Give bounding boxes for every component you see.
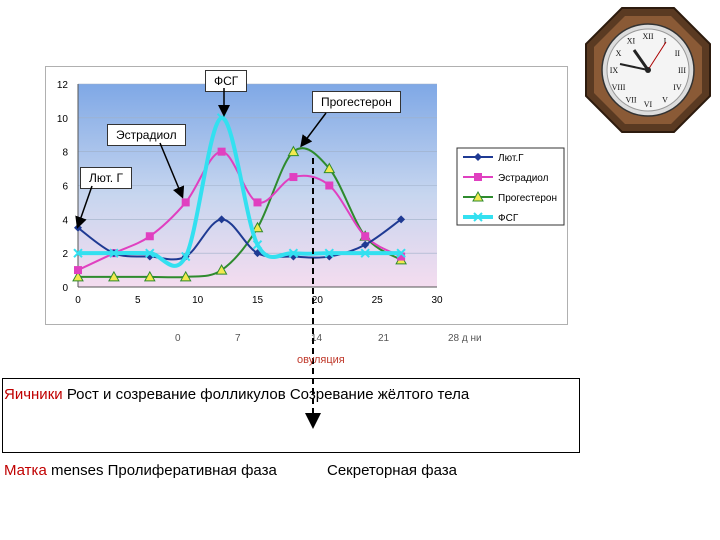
legend-box	[456, 147, 565, 226]
clock-numeral: VIII	[612, 83, 626, 92]
clock-numeral: X	[616, 49, 622, 58]
x-tick-label: 0	[75, 295, 81, 306]
day-tick-7: 7	[235, 333, 241, 344]
ovary-phases: Рост и созревание фолликулов Созревание …	[66, 386, 470, 403]
clock-hour-hand	[632, 49, 650, 71]
y-tick-label: 12	[57, 80, 69, 91]
arrow-lh	[75, 185, 93, 229]
clock-numeral: II	[675, 49, 681, 58]
day-tick-28: 28 д ни	[448, 333, 482, 344]
uterus-secretory-phase: Секреторная фаза	[327, 462, 457, 479]
arrow-progesterone	[300, 112, 327, 148]
data-point-square	[361, 232, 370, 241]
hormone-chart-svg: 0 2 4 6 8 10 12 0 5 10 15 20 25 30 Лют.Г Эстрадиол Прог…	[57, 80, 565, 306]
hormone-chart: 0 2 4 6 8 10 12 0 5 10 15 20 25 30 Лют.Г Эстрадиол Прог…	[45, 66, 568, 344]
uterus-row: Матка menses Пролиферативная фаза Секрет…	[4, 462, 457, 479]
legend-label: Прогестерон	[498, 193, 557, 204]
x-tick-label: 10	[192, 295, 204, 306]
data-point-square	[181, 198, 190, 207]
x-tick-label: 15	[252, 295, 264, 306]
data-point-diamond	[361, 240, 370, 249]
data-point-x	[109, 248, 119, 258]
clock-numeral: V	[662, 95, 668, 104]
x-tick-label: 30	[431, 295, 443, 306]
data-point-x	[288, 248, 299, 258]
data-point-square	[217, 147, 226, 156]
series-line-triangle	[78, 147, 402, 279]
data-point-triangle	[251, 221, 264, 233]
arrow-estradiol	[159, 142, 185, 199]
ovulation-label: овуляция	[297, 354, 345, 366]
clock-numeral: XII	[642, 32, 653, 41]
annotation-progesterone: Прогестерон	[312, 91, 401, 113]
data-point-diamond	[217, 215, 226, 224]
data-point-x	[180, 251, 191, 262]
uterus-label: Матка	[4, 462, 47, 479]
data-point-triangle	[108, 270, 120, 282]
ovary-label: Яичники	[4, 386, 63, 403]
legend-marker	[473, 212, 483, 222]
y-tick-label: 2	[62, 249, 68, 260]
data-point-square	[145, 232, 154, 241]
x-tick-label: 25	[372, 295, 384, 306]
data-point-x	[73, 248, 83, 258]
data-point-square	[253, 198, 262, 207]
data-point-triangle	[287, 145, 300, 157]
annotation-fsh: ФСГ	[205, 70, 248, 92]
data-point-x	[252, 240, 263, 250]
clock-numeral: VI	[644, 100, 653, 109]
data-point-triangle	[72, 270, 84, 282]
x-tick-label: 5	[135, 295, 141, 306]
clock-numeral: IV	[673, 83, 682, 92]
data-point-diamond	[397, 215, 406, 224]
y-tick-label: 10	[57, 114, 69, 125]
annotation-estradiol: Эстрадиол	[107, 124, 186, 146]
clock-numeral: IX	[610, 66, 619, 75]
y-tick-label: 8	[62, 148, 68, 159]
y-tick-label: 6	[62, 182, 68, 193]
series-line-x	[78, 115, 402, 268]
legend-label: Лют.Г	[498, 153, 524, 164]
legend-label: ФСГ	[498, 213, 519, 224]
clock-numeral: XI	[627, 37, 636, 46]
y-tick-label: 0	[62, 283, 68, 294]
x-tick-label: 20	[312, 295, 324, 306]
day-tick-21: 21	[378, 333, 390, 344]
clock-numeral: VII	[625, 95, 636, 104]
data-point-triangle	[323, 162, 336, 174]
day-tick-14: 14	[311, 333, 323, 344]
data-point-triangle	[179, 270, 192, 282]
legend-label: Эстрадиол	[498, 173, 549, 184]
data-point-triangle	[215, 264, 228, 275]
legend-marker	[474, 173, 482, 181]
data-point-x	[396, 248, 406, 258]
day-tick-0: 0	[175, 333, 181, 344]
y-tick-label: 4	[62, 215, 68, 226]
data-point-x	[360, 248, 370, 258]
data-point-square	[289, 173, 298, 182]
data-point-square	[74, 266, 82, 275]
uterus-phases: menses Пролиферативная фаза	[50, 462, 277, 479]
annotation-lh: Лют. Г	[80, 167, 132, 189]
clock-numeral: I	[664, 37, 667, 46]
data-point-square	[325, 181, 334, 190]
phase-table-box	[2, 378, 580, 453]
data-point-triangle	[143, 270, 156, 282]
data-point-x	[324, 248, 335, 258]
legend-marker	[474, 153, 482, 161]
ovary-row: Яичники Рост и созревание фолликулов Соз…	[4, 386, 469, 403]
data-point-square	[397, 252, 406, 261]
legend-marker	[472, 190, 484, 202]
data-point-x	[145, 248, 155, 258]
clock-minute-hand	[619, 63, 649, 71]
clock-numeral: III	[678, 66, 686, 75]
clock-second-hand	[647, 41, 667, 71]
